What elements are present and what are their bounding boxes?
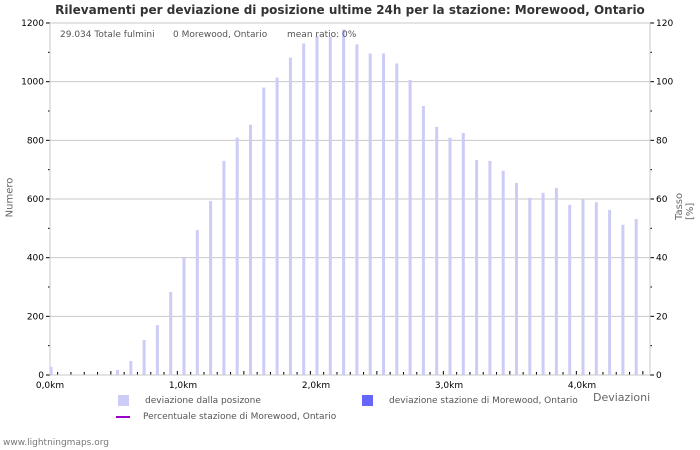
svg-text:2,0km: 2,0km [302,381,330,391]
svg-text:100: 100 [656,78,673,88]
legend-label: deviazione stazione di Morewood, Ontario [389,395,578,406]
station-count-label: 0 Morewood, Ontario [173,30,268,40]
svg-text:200: 200 [27,312,44,322]
legend-item-deviation: deviazione dalla posizone [118,395,261,406]
svg-text:4,0km: 4,0km [568,381,596,391]
svg-text:800: 800 [27,136,44,146]
legend-line-icon [116,416,130,418]
svg-text:20: 20 [656,312,668,322]
total-strikes-label: 29.034 Totale fulmini [60,30,155,40]
legend-label: Percentuale stazione di Morewood, Ontari… [143,412,337,422]
legend-item-percentage: Percentuale stazione di Morewood, Ontari… [116,412,336,422]
svg-text:80: 80 [656,136,668,146]
legend-swatch-light-icon [118,395,129,406]
legend-swatch-dark-icon [362,395,373,406]
mean-ratio-label: mean ratio: 0% [287,30,357,40]
svg-text:0: 0 [656,371,662,381]
right-axis-title: Tasso [%] [674,192,696,220]
svg-text:1,0km: 1,0km [169,381,197,391]
x-axis-title: Deviazioni [593,391,651,404]
legend-label: deviazione dalla posizone [145,395,261,406]
svg-text:120: 120 [656,19,673,29]
svg-text:3,0km: 3,0km [435,381,463,391]
footer-source: www.lightningmaps.org [3,438,109,448]
svg-text:40: 40 [656,254,668,264]
svg-text:1000: 1000 [21,78,44,88]
chart-title: Rilevamenti per deviazione di posizione … [55,3,645,17]
left-axis-title: Numero [4,177,16,218]
svg-text:600: 600 [27,195,44,205]
svg-text:60: 60 [656,195,668,205]
svg-text:1200: 1200 [21,19,44,29]
svg-text:0,0km: 0,0km [36,381,64,391]
svg-text:400: 400 [27,254,44,264]
svg-text:0: 0 [38,371,44,381]
legend-item-station-deviation: deviazione stazione di Morewood, Ontario [362,395,578,406]
